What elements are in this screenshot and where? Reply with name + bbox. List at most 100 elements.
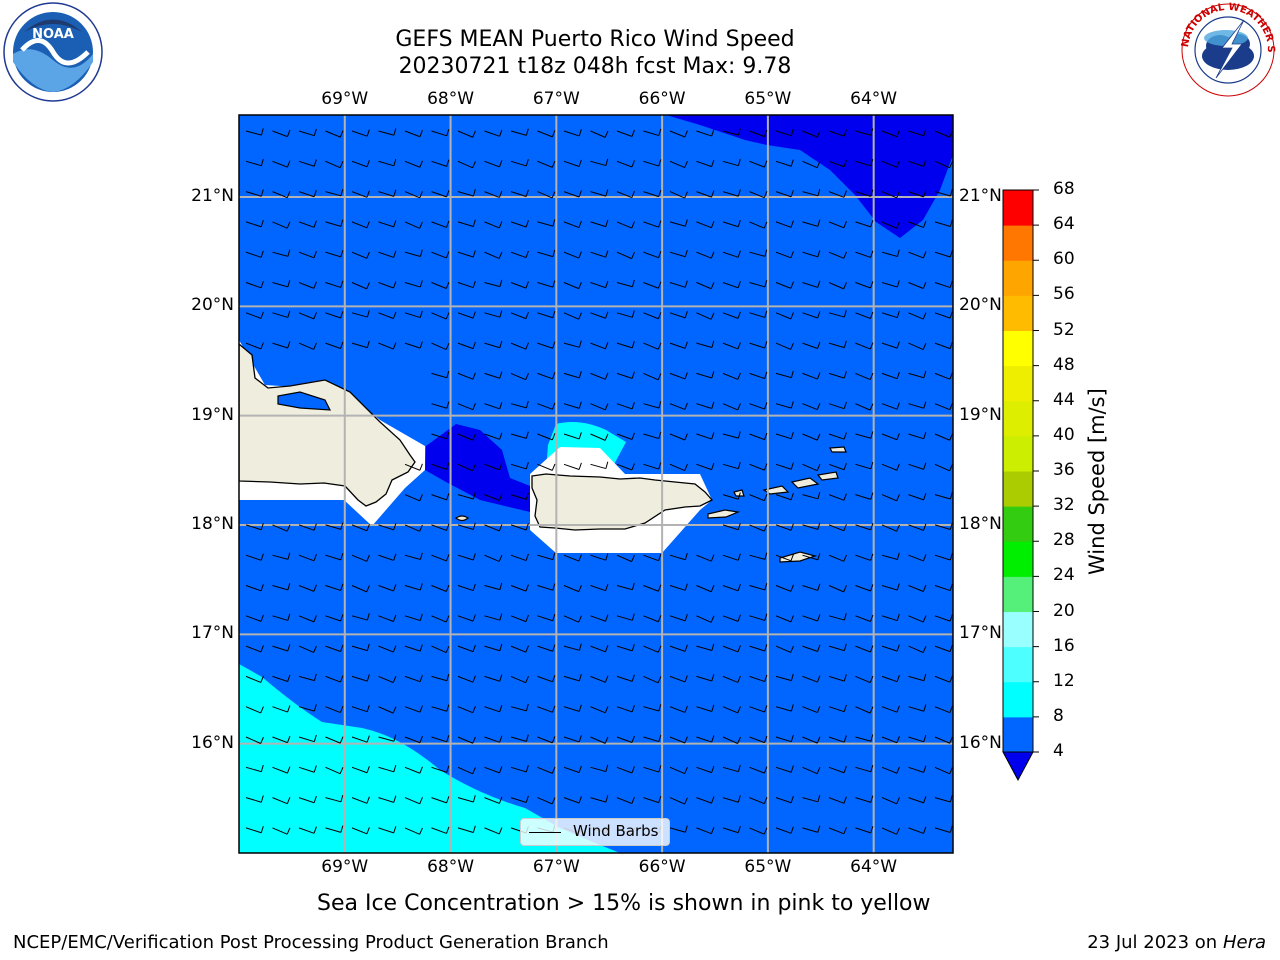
wind-barb (749, 371, 768, 380)
wind-barb (563, 129, 582, 137)
wind-barb (378, 645, 397, 653)
wind-barb (775, 523, 794, 531)
wind-barb (351, 613, 370, 621)
lon-label-top: 69°W (321, 89, 369, 109)
wind-barb (934, 553, 953, 561)
wind-barb (722, 675, 741, 683)
wind-barb (934, 463, 953, 472)
wind-barb (669, 249, 688, 258)
wind-barb (272, 160, 291, 168)
wind-barb (431, 312, 450, 320)
wind-barb (934, 250, 953, 258)
wind-barb (510, 128, 529, 136)
wind-barb (855, 250, 874, 258)
wind-barb (855, 431, 874, 439)
wind-barb (881, 463, 900, 471)
wind-barb (722, 342, 741, 350)
colorbar-tick-label: 12 (1053, 670, 1075, 691)
wind-barb (590, 280, 609, 289)
wind-barb (351, 585, 370, 593)
wind-barb (828, 251, 847, 259)
noaa-logo-text: NOAA (32, 27, 74, 42)
wind-barb (934, 219, 953, 227)
wind-barb (908, 523, 927, 531)
wind-shading-8-12-south (239, 664, 620, 853)
wind-barb (722, 189, 741, 197)
wind-barb (775, 765, 794, 773)
wind-barb (696, 401, 715, 410)
wind-barb (802, 219, 821, 227)
wind-barb (431, 401, 450, 409)
anegada-island (829, 446, 847, 453)
wind-barb (802, 491, 821, 500)
wind-barb (908, 765, 927, 773)
wind-barb (934, 795, 953, 803)
wind-barb (298, 342, 317, 350)
wind-barb (325, 160, 344, 169)
wind-barb (325, 644, 344, 652)
wind-barb (881, 280, 900, 288)
wind-barb (431, 493, 450, 501)
wind-barb (537, 219, 556, 227)
map-frame (238, 114, 954, 854)
wind-barb (616, 341, 635, 349)
wind-barb (431, 281, 450, 289)
wind-barb (934, 372, 953, 380)
wind-barb (775, 431, 794, 440)
wind-barb (643, 462, 662, 470)
wind-barb (616, 613, 635, 621)
wind-barb (298, 128, 317, 137)
wind-barb (722, 645, 741, 653)
colorbar-tick-label: 64 (1053, 214, 1075, 235)
wind-barb (351, 735, 370, 743)
wind-barb (537, 797, 556, 805)
wind-barb (828, 371, 847, 379)
wind-barb (696, 282, 715, 290)
wind-barb (855, 706, 874, 714)
wind-barb (484, 160, 503, 168)
wind-barb (510, 703, 529, 712)
wind-barb (537, 736, 556, 744)
wind-barb (484, 796, 503, 804)
wind-barb (616, 582, 635, 591)
wind-barb (669, 766, 688, 774)
wind-barb (298, 554, 317, 562)
wind-barb (245, 553, 264, 561)
wind-barb (696, 340, 715, 348)
wind-barb (325, 250, 344, 258)
nws-logo: NATIONAL WEATHER SERVICE (1176, 0, 1276, 97)
wind-barb (749, 552, 768, 560)
colorbar-segment (1003, 330, 1033, 367)
wind-barb (908, 615, 927, 623)
wind-barb (378, 706, 397, 714)
wind-barb (431, 342, 450, 351)
wind-barb (404, 766, 423, 774)
wind-barb (590, 583, 609, 592)
wind-barb (828, 159, 847, 168)
wind-barb (404, 797, 423, 805)
wind-barb (643, 128, 662, 137)
wind-barb (537, 280, 556, 288)
wind-barb (696, 371, 715, 379)
wind-barb (828, 674, 847, 682)
wind-barb (431, 584, 450, 592)
wind-barb (828, 643, 847, 652)
colorbar-segment (1003, 400, 1033, 437)
wind-barb (881, 341, 900, 349)
colorbar-segment (1003, 471, 1033, 507)
wind-barb (298, 220, 317, 228)
wind-barb (802, 675, 821, 683)
wind-barb (722, 250, 741, 258)
wind-barb (563, 462, 582, 470)
wind-barb (775, 462, 794, 470)
wind-barb (881, 130, 900, 138)
wind-barb (378, 675, 397, 684)
wind-barb (669, 552, 688, 561)
wind-barb (272, 797, 291, 805)
wind-barb (749, 432, 768, 441)
wind-barb (908, 493, 927, 501)
wind-barb (934, 130, 953, 138)
wind-barb (881, 644, 900, 652)
wind-barb (378, 795, 397, 803)
wind-barb (669, 797, 688, 805)
